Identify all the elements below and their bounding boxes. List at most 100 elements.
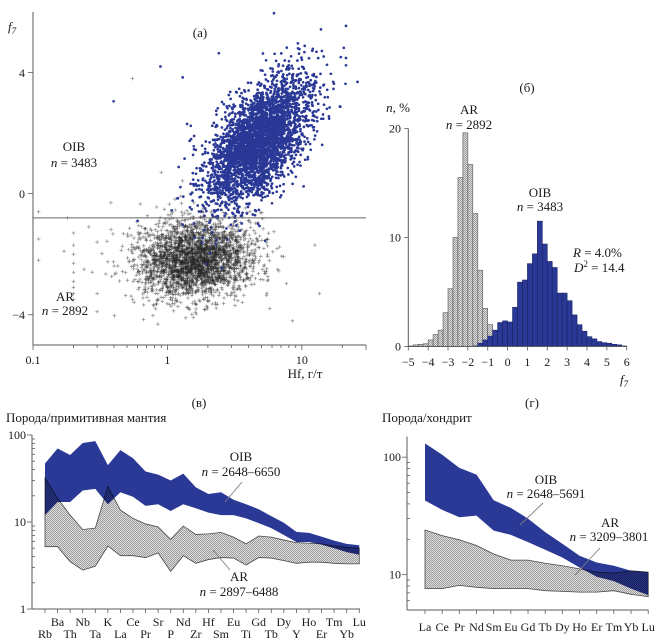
scatter-point-oib xyxy=(316,56,320,60)
scatter-point-oib xyxy=(298,115,301,119)
scatter-point-ar xyxy=(165,274,169,279)
scatter-point-ar xyxy=(258,254,263,259)
scatter-point-ar xyxy=(243,283,248,288)
scatter-point-ar xyxy=(257,234,262,238)
scatter-point-oib xyxy=(225,119,229,123)
scatter-point-ar xyxy=(159,170,164,175)
scatter-point-ar xyxy=(243,206,247,210)
scatter-point-ar xyxy=(205,307,210,311)
scatter-point-oib xyxy=(288,72,291,76)
scatter-point-ar xyxy=(248,225,253,230)
scatter-point-oib xyxy=(230,200,234,204)
scatter-point-oib xyxy=(191,199,194,202)
scatter-point-ar xyxy=(179,300,183,305)
scatter-point-ar xyxy=(217,293,221,298)
scatter-point-ar xyxy=(261,227,265,231)
scatter-point-oib xyxy=(303,44,307,48)
scatter-point-ar xyxy=(126,247,131,252)
scatter-point-ar xyxy=(171,309,176,313)
scatter-point-ar xyxy=(253,242,258,247)
scatter-point-ar xyxy=(153,227,158,232)
scatter-point-oib xyxy=(202,190,205,194)
scatter-point-ar xyxy=(95,240,99,244)
scatter-point-ar xyxy=(266,274,270,279)
scatter-point-ar xyxy=(220,287,224,292)
scatter-point-ar xyxy=(272,229,276,234)
scatter-point-oib xyxy=(211,164,215,167)
scatter-point-oib xyxy=(212,175,216,179)
scatter-point-oib xyxy=(306,80,310,84)
scatter-point-oib xyxy=(313,115,316,118)
scatter-point-ar xyxy=(281,255,286,259)
scatter-point-ar xyxy=(180,213,185,218)
scatter-point-ar xyxy=(145,295,149,299)
scatter-point-oib xyxy=(256,88,259,92)
scatter-point-ar xyxy=(152,303,156,308)
scatter-point-ar xyxy=(167,223,172,227)
scatter-point-ar xyxy=(236,273,241,278)
scatter-point-oib xyxy=(290,156,294,160)
scatter-point-oib xyxy=(197,210,201,213)
scatter-point-oib xyxy=(287,151,290,154)
scatter-point-oib xyxy=(246,205,250,209)
scatter-point-oib xyxy=(233,115,237,119)
scatter-point-ar xyxy=(236,298,240,303)
scatter-point-ar xyxy=(215,288,219,293)
scatter-point-ar xyxy=(162,207,167,212)
scatter-point-oib xyxy=(239,214,243,218)
scatter-point-ar xyxy=(36,237,41,241)
scatter-point-oib xyxy=(196,179,200,182)
scatter-point-ar xyxy=(100,251,104,256)
scatter-point-ar xyxy=(221,210,226,215)
scatter-point-ar xyxy=(208,231,213,236)
scatter-point-oib xyxy=(275,79,279,83)
scatter-point-ar xyxy=(253,221,258,225)
scatter-point-ar xyxy=(267,258,272,263)
scatter-point-ar xyxy=(176,304,180,309)
scatter-point-ar xyxy=(130,76,135,81)
scatter-point-ar xyxy=(256,260,261,265)
scatter-point-ar xyxy=(253,231,258,235)
scatter-point-oib xyxy=(216,148,219,151)
scatter-point-oib xyxy=(263,195,267,199)
scatter-point-oib xyxy=(241,196,245,200)
scatter-point-ar xyxy=(156,322,160,326)
scatter-point-oib xyxy=(224,135,228,139)
scatter-point-oib xyxy=(216,214,220,218)
scatter-point-ar xyxy=(153,307,158,311)
scatter-point-oib xyxy=(314,93,317,97)
scatter-point-ar xyxy=(129,233,133,238)
scatter-point-ar xyxy=(213,290,217,294)
scatter-point-ar xyxy=(176,222,180,227)
scatter-point-ar xyxy=(232,290,237,294)
scatter-point-oib xyxy=(206,151,210,155)
scatter-point-oib xyxy=(203,147,207,151)
scatter-point-ar xyxy=(265,278,270,283)
scatter-point-ar xyxy=(135,263,139,268)
scatter-point-ar xyxy=(206,289,211,293)
scatter-point-ar xyxy=(233,303,237,308)
scatter-point-oib xyxy=(316,102,320,106)
scatter-point-oib xyxy=(240,91,243,95)
scatter-point-ar xyxy=(125,256,130,260)
scatter-point-oib xyxy=(278,184,282,188)
scatter-point-ar xyxy=(242,293,246,298)
scatter-point-oib xyxy=(201,152,205,156)
scatter-point-oib xyxy=(246,81,250,85)
scatter-point-ar xyxy=(203,295,208,300)
scatter-point-oib xyxy=(229,223,233,227)
scatter-point-ar xyxy=(219,230,223,235)
scatter-point-oib xyxy=(203,228,206,232)
scatter-point-oib xyxy=(223,181,227,185)
scatter-point-oib xyxy=(231,121,235,124)
scatter-point-ar xyxy=(71,243,76,247)
scatter-point-oib xyxy=(271,70,275,73)
scatter-point-oib xyxy=(238,229,242,232)
scatter-point-oib xyxy=(303,158,307,162)
scatter-point-ar xyxy=(143,282,148,286)
scatter-point-ar xyxy=(159,275,164,279)
scatter-point-oib xyxy=(201,169,205,172)
scatter-point-ar xyxy=(253,276,258,281)
scatter-point-oib xyxy=(299,129,302,133)
scatter-point-ar xyxy=(222,296,226,300)
